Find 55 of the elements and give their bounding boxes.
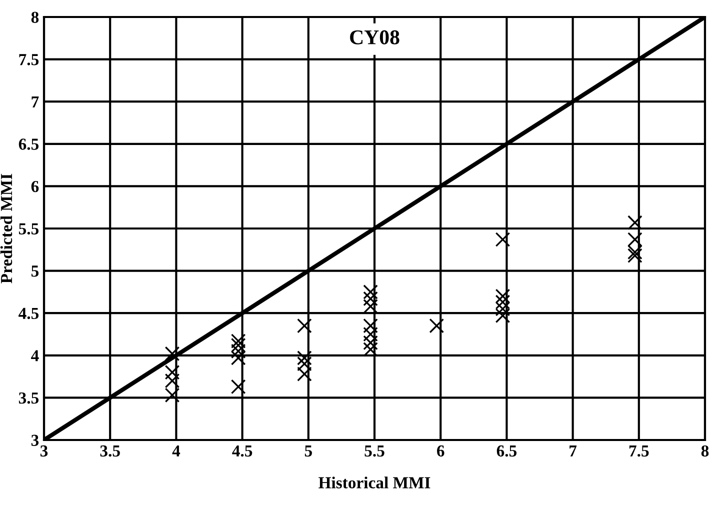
- point: [495, 308, 510, 324]
- y-tick-label: 6: [31, 180, 39, 192]
- point: [363, 342, 378, 357]
- y-tick-label: 3.5: [18, 392, 39, 404]
- point: [164, 373, 180, 388]
- point: [495, 294, 510, 310]
- y-tick-label: 7: [32, 96, 39, 108]
- point: [164, 346, 180, 362]
- point: [495, 301, 510, 316]
- point: [363, 298, 378, 314]
- point: [628, 244, 642, 260]
- y-tick-label: 7.5: [19, 54, 39, 66]
- point: [363, 335, 378, 350]
- chart-title: CY08: [350, 30, 400, 44]
- point: [230, 379, 246, 394]
- x-tick-label: 6: [437, 445, 444, 457]
- x-tick-label: 6.5: [496, 445, 517, 457]
- point: [297, 318, 312, 334]
- y-tick-label: 8: [31, 12, 39, 23]
- point: [628, 215, 642, 230]
- point: [297, 366, 312, 382]
- x-tick-label: 3: [40, 445, 48, 457]
- point: [363, 318, 378, 334]
- point: [628, 248, 642, 263]
- x-tick-label: 5: [304, 446, 312, 457]
- point: [297, 356, 312, 372]
- y-tick-label: 4.5: [18, 308, 39, 320]
- y-tick-label: 4: [31, 350, 39, 362]
- x-tick-label: 4: [172, 445, 180, 456]
- point: [495, 288, 510, 304]
- x-tick-label: 7.5: [629, 446, 649, 457]
- point: [363, 291, 378, 306]
- point: [164, 364, 180, 380]
- point: [230, 350, 246, 366]
- y-tick-label: 5: [31, 266, 39, 277]
- point: [628, 232, 642, 247]
- y-tick-label: 3: [31, 434, 39, 446]
- point: [363, 284, 378, 300]
- x-tick-label: 5.5: [364, 446, 384, 457]
- x-tick-label: 3.5: [100, 445, 120, 457]
- x-axis-title: Historical MMI: [318, 476, 430, 488]
- x-tick-label: 8: [701, 445, 709, 457]
- point: [297, 350, 312, 366]
- x-tick-label: 7: [570, 446, 577, 456]
- y-tick-label: 5.5: [18, 223, 39, 235]
- point: [230, 344, 246, 359]
- y-axis-title: Predicted MMI: [0, 174, 12, 284]
- y-tick-label: 6.5: [18, 138, 39, 150]
- point: [495, 232, 510, 247]
- point: [363, 326, 378, 342]
- point: [230, 338, 246, 353]
- point: [164, 388, 180, 403]
- x-tick-label: 4.5: [232, 445, 252, 457]
- point: [230, 334, 246, 348]
- point: [429, 318, 444, 334]
